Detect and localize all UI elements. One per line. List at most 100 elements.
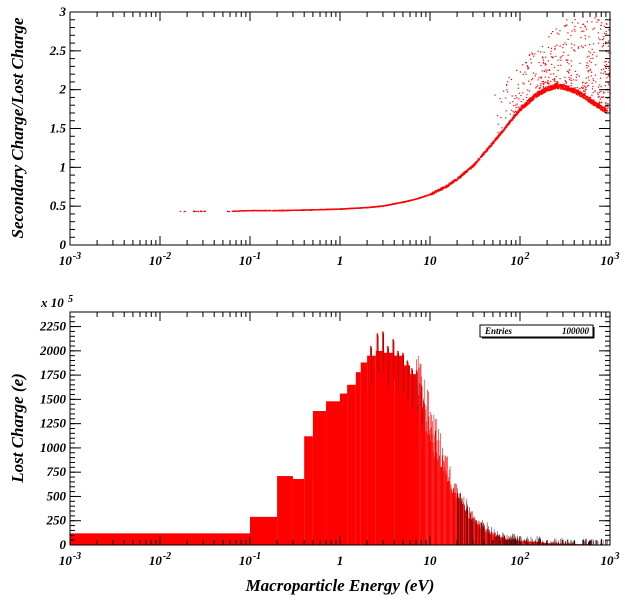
scatter-point [503,90,505,92]
scatter-point [594,103,596,106]
scatter-point [358,207,360,209]
scatter-point [570,60,573,62]
histogram-bin [304,436,313,545]
scatter-point [517,106,519,108]
scatter-point [333,208,335,210]
scatter-point [553,73,555,75]
scatter-point [255,209,257,212]
scatter-point [535,93,537,95]
scatter-point [553,78,556,80]
scatter-point [307,209,310,211]
scatter-point [405,200,407,203]
scatter-point [598,104,600,106]
scatter-point [527,100,530,102]
scatter-point [556,32,558,34]
histogram-bin [489,534,491,545]
scatter-point [589,96,591,98]
scatter-point [562,87,565,89]
scatter-point [550,50,552,52]
scatter-point [498,133,500,135]
scatter-point [546,81,549,83]
scatter-point [599,84,601,86]
scatter-point [323,208,325,211]
scatter-point [463,171,466,173]
scatter-point [479,158,481,160]
scatter-point [511,109,513,111]
scatter-point [525,61,527,64]
scatter-point [599,107,601,109]
scatter-point [372,206,374,208]
scatter-point [580,36,582,39]
scatter-point [578,94,581,96]
scatter-point [464,172,466,175]
scatter-point [533,98,535,100]
histogram-bin [481,527,483,545]
scatter-point [476,160,478,163]
scatter-point [530,79,533,81]
scatter-point [528,99,530,101]
scatter-point [587,97,589,99]
histogram-bin [535,541,537,545]
scatter-point [523,83,525,85]
histogram-bin [423,398,425,545]
scatter-point [505,84,508,86]
scatter-point [501,127,503,129]
histogram-bin [564,543,565,545]
histogram-bin [459,493,460,545]
scatter-point [582,46,584,49]
scatter-point [556,44,558,46]
scatter-point [576,92,578,94]
scatter-point [604,71,606,73]
histogram-bin [551,543,553,545]
histogram-bin [528,541,530,545]
scatter-point [514,114,516,116]
scatter-point [541,80,543,83]
histogram-bin [451,490,453,545]
scatter-point [332,208,334,210]
scatter-point [572,87,574,89]
histogram-bin [438,429,439,545]
x-tick-label: 10 [424,253,438,268]
scatter-point [473,165,475,167]
scatter-point [449,182,451,185]
histogram-bin [437,461,438,545]
scatter-point [557,69,559,72]
scatter-point [565,85,567,88]
scatter-point [383,205,385,207]
scatter-point [498,134,500,137]
scatter-point [559,83,562,86]
scatter-point [584,25,586,27]
scatter-point [584,92,586,94]
scatter-point [453,180,455,182]
scatter-point [582,82,584,84]
scatter-point [514,115,516,118]
scatter-point [302,209,304,211]
scatter-point [390,204,392,206]
scatter-point [540,77,542,79]
scatter-point [575,79,577,81]
scatter-point [540,90,543,92]
scatter-point [292,209,294,211]
scatter-point [555,76,557,78]
scatter-point [593,99,595,101]
scatter-point [573,44,575,46]
scatter-point [259,210,261,212]
stats-entries-value: 100000 [562,326,590,336]
scatter-point [529,98,531,100]
scatter-point [522,98,524,100]
scatter-point [597,19,599,21]
top-x-ticks: 10-3 10-2 10-1 1 10 102 103 [59,12,620,268]
histogram-bin [560,543,562,545]
scatter-point [585,98,587,100]
scatter-point [463,173,465,175]
scatter-point [329,208,332,210]
scatter-point [493,139,495,141]
scatter-point [576,91,578,93]
scatter-point [418,197,420,199]
scatter-point [601,46,603,48]
scatter-point [342,208,344,210]
scatter-point [547,86,549,88]
scatter-point [531,77,534,80]
scatter-point [597,104,599,106]
histogram-bin [549,543,551,545]
